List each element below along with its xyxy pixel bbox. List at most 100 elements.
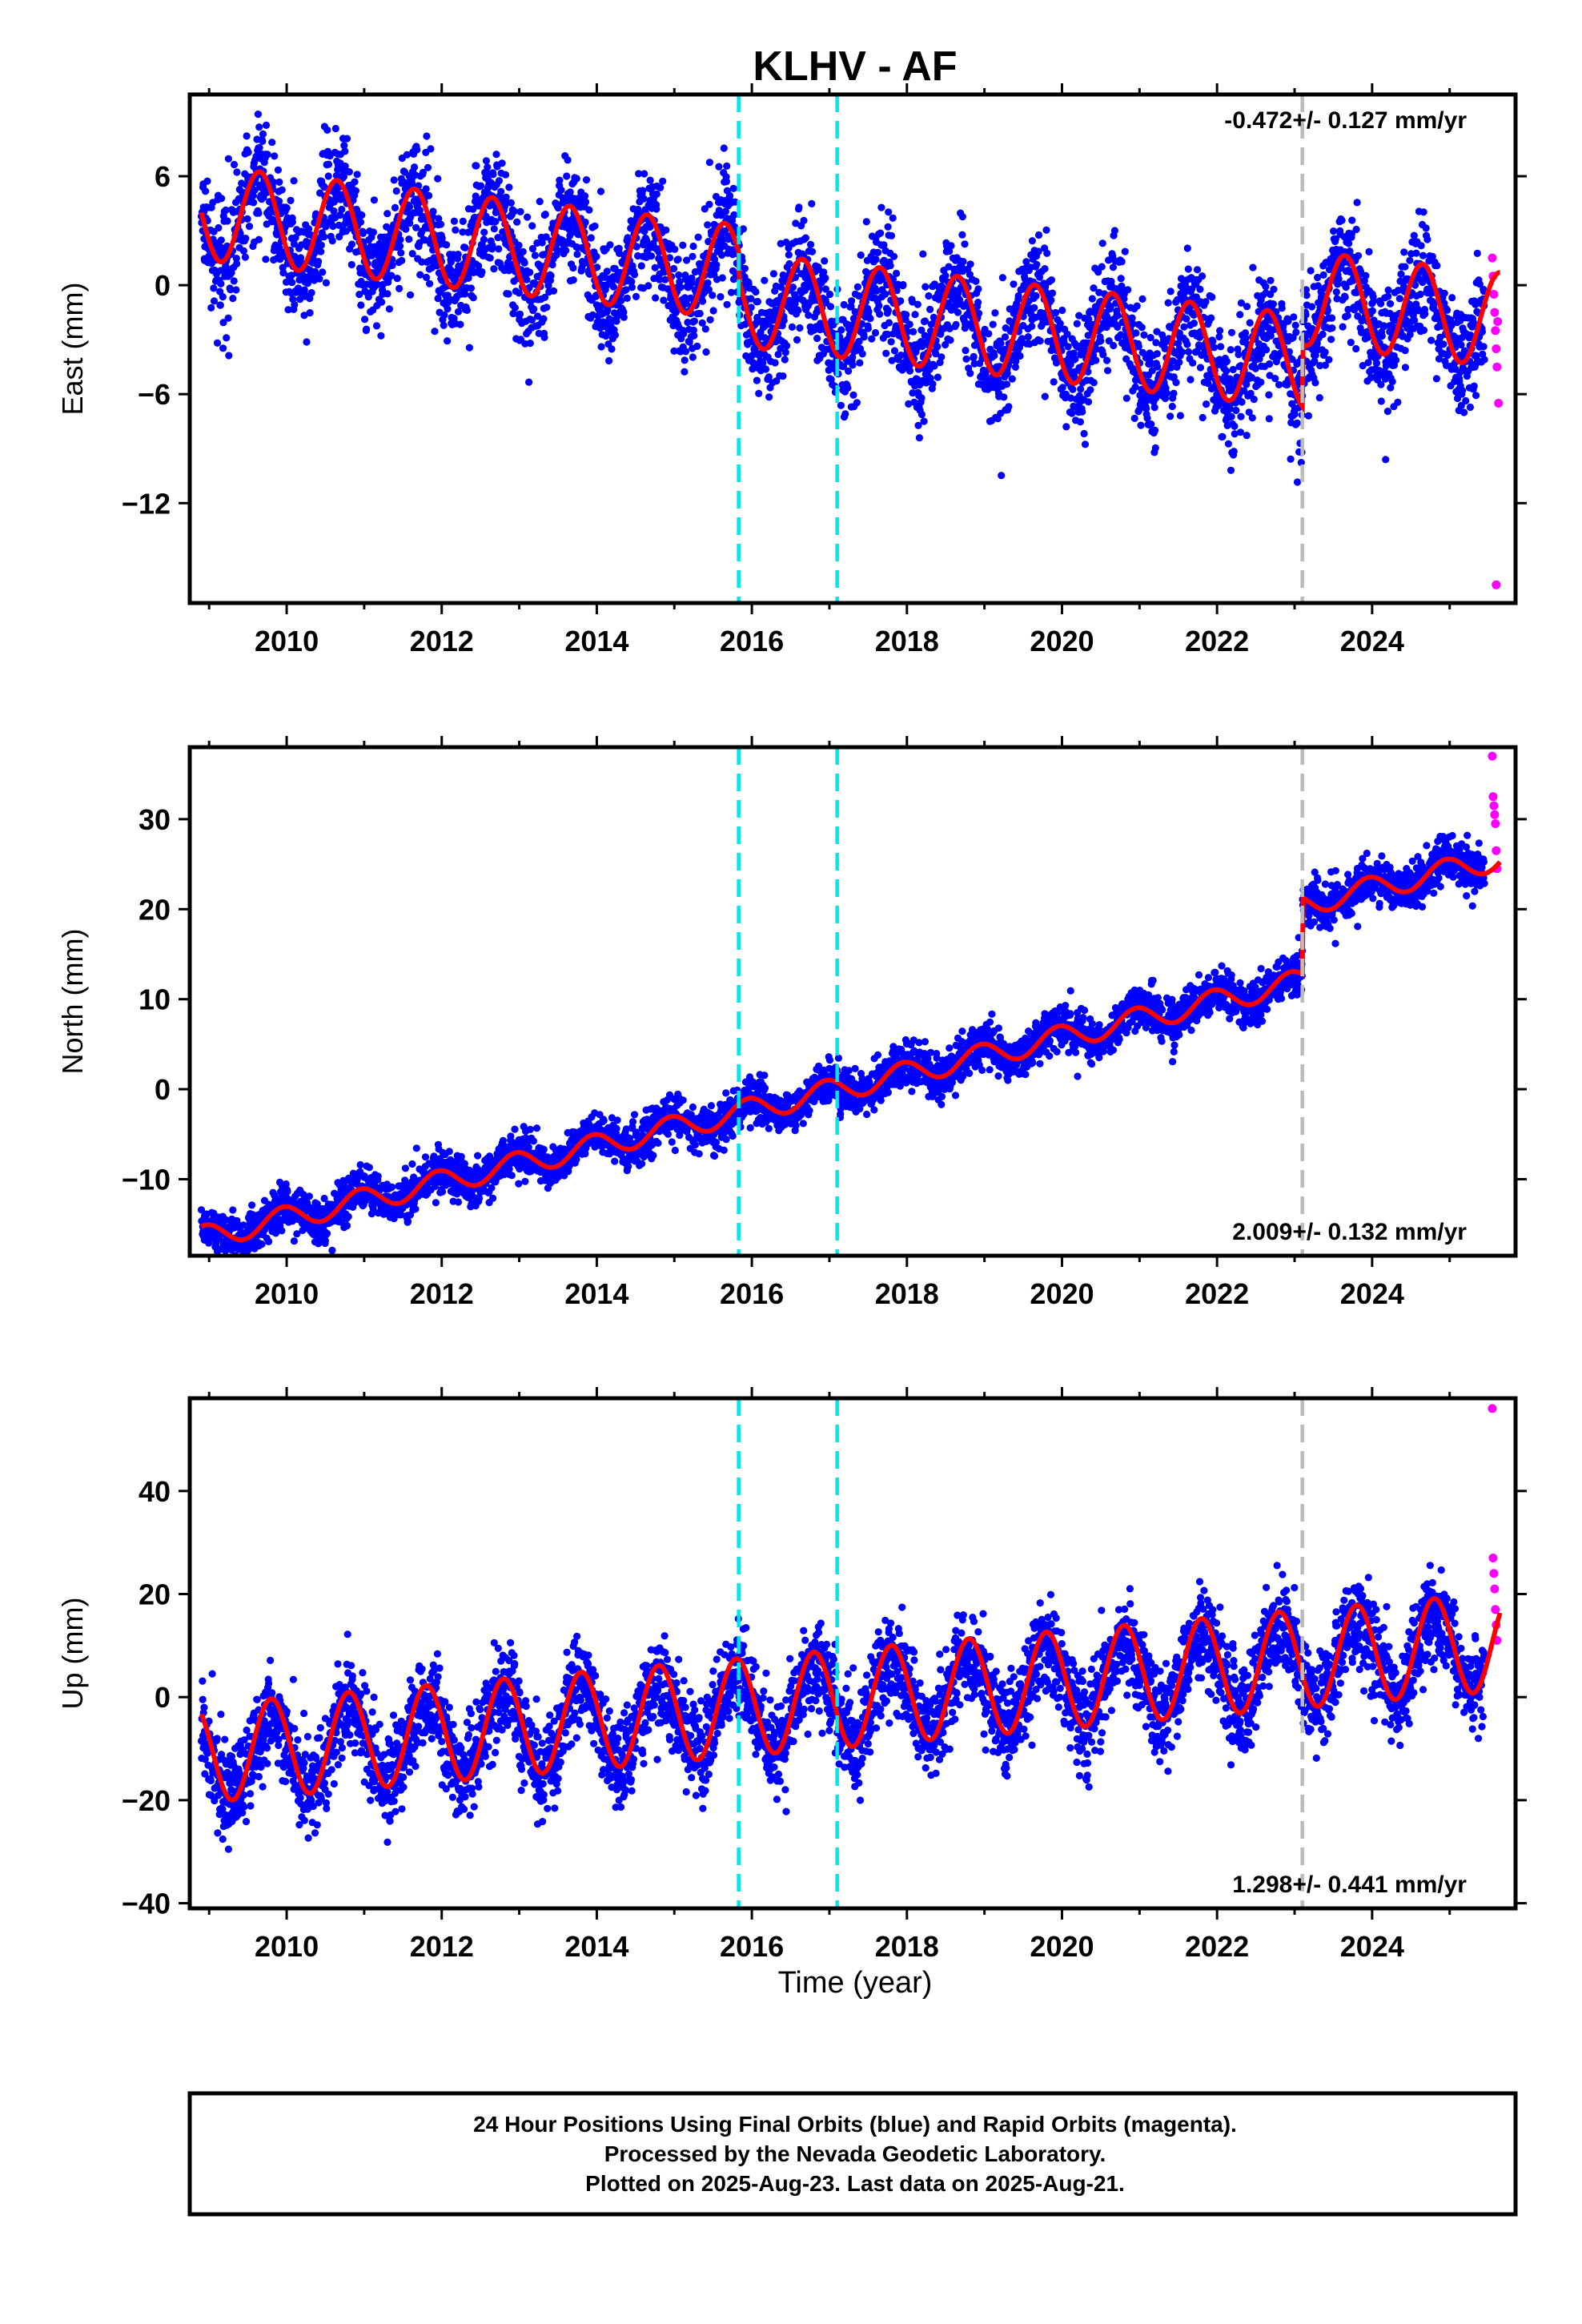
final-orbit-point bbox=[569, 263, 577, 272]
final-orbit-point bbox=[210, 297, 219, 305]
final-orbit-point bbox=[1267, 276, 1275, 284]
final-orbit-point bbox=[562, 247, 570, 255]
final-orbit-point bbox=[1024, 333, 1032, 341]
final-orbit-point bbox=[1231, 430, 1239, 438]
final-orbit-point bbox=[990, 352, 998, 360]
final-orbit-point bbox=[1209, 337, 1217, 345]
final-orbit-point bbox=[305, 225, 313, 233]
final-orbit-point bbox=[680, 330, 688, 338]
final-orbit-point bbox=[505, 183, 513, 191]
final-orbit-point bbox=[347, 260, 355, 269]
final-orbit-point bbox=[689, 252, 697, 260]
final-orbit-point bbox=[488, 241, 496, 249]
final-orbit-point bbox=[671, 245, 679, 253]
final-orbit-point bbox=[1000, 393, 1008, 401]
final-orbit-point bbox=[1150, 404, 1158, 412]
final-orbit-point bbox=[329, 222, 337, 231]
plot-frame bbox=[187, 92, 1518, 605]
final-orbit-point bbox=[1435, 355, 1443, 363]
final-orbit-point bbox=[454, 251, 462, 259]
final-orbit-point bbox=[507, 199, 515, 207]
final-orbit-point bbox=[547, 271, 555, 279]
final-orbit-point bbox=[1090, 284, 1098, 292]
final-orbit-point bbox=[502, 193, 510, 201]
final-orbit-point bbox=[632, 292, 640, 300]
final-orbit-point bbox=[728, 217, 737, 225]
final-orbit-point bbox=[1241, 329, 1250, 337]
final-orbit-point bbox=[609, 283, 618, 291]
final-orbit-point bbox=[1014, 292, 1022, 300]
final-orbit-point bbox=[385, 305, 393, 313]
final-orbit-point bbox=[611, 331, 620, 339]
y-tick-label: 0 bbox=[155, 269, 171, 302]
final-orbit-point bbox=[563, 172, 571, 180]
final-orbit-point bbox=[447, 266, 455, 274]
final-orbit-point bbox=[914, 421, 922, 429]
final-orbit-point bbox=[498, 159, 506, 167]
final-orbit-point bbox=[1190, 320, 1198, 328]
final-orbit-point bbox=[1001, 333, 1010, 341]
final-orbit-point bbox=[670, 347, 678, 355]
final-orbit-point bbox=[255, 235, 263, 243]
final-orbit-point bbox=[1247, 389, 1255, 397]
final-orbit-point bbox=[1472, 300, 1480, 308]
final-orbit-point bbox=[210, 284, 218, 292]
final-orbit-point bbox=[1243, 380, 1251, 388]
final-orbit-point bbox=[242, 235, 250, 243]
final-orbit-point bbox=[1196, 364, 1205, 372]
final-orbit-point bbox=[962, 355, 970, 363]
final-orbit-point bbox=[917, 394, 926, 402]
final-orbit-point bbox=[489, 171, 497, 179]
final-orbit-point bbox=[405, 203, 414, 211]
final-orbit-point bbox=[224, 155, 232, 163]
final-orbit-point bbox=[1246, 319, 1254, 327]
final-orbit-point bbox=[585, 206, 593, 214]
final-orbit-point bbox=[412, 223, 420, 231]
final-orbit-point bbox=[596, 187, 605, 195]
final-orbit-point bbox=[1104, 367, 1112, 375]
final-orbit-point bbox=[1335, 275, 1343, 283]
final-orbit-point bbox=[1397, 270, 1405, 278]
final-orbit-point bbox=[806, 240, 815, 248]
final-orbit-point bbox=[1003, 369, 1011, 377]
final-orbit-point bbox=[1203, 400, 1211, 408]
final-orbit-point bbox=[608, 345, 616, 353]
final-orbit-point bbox=[1043, 249, 1051, 257]
final-orbit-point bbox=[1331, 235, 1339, 243]
final-orbit-point bbox=[1034, 247, 1042, 255]
final-orbit-point bbox=[974, 285, 982, 293]
final-orbit-point bbox=[920, 417, 928, 425]
final-orbit-point bbox=[573, 250, 581, 259]
final-orbit-point bbox=[777, 344, 785, 352]
final-orbit-point bbox=[785, 251, 793, 259]
final-orbit-point bbox=[723, 162, 731, 170]
final-orbit-point bbox=[938, 353, 946, 361]
final-orbit-point bbox=[771, 359, 779, 367]
y-tick-label: 6 bbox=[155, 160, 171, 193]
final-orbit-point bbox=[934, 373, 942, 381]
final-orbit-point bbox=[293, 1230, 301, 1238]
final-orbit-point bbox=[1092, 356, 1100, 364]
final-orbit-point bbox=[884, 223, 892, 231]
final-orbit-point bbox=[702, 348, 710, 356]
final-orbit-point bbox=[1478, 328, 1486, 336]
final-orbit-point bbox=[1440, 289, 1448, 297]
final-orbit-point bbox=[656, 275, 664, 283]
final-orbit-point bbox=[821, 257, 829, 265]
final-orbit-point bbox=[472, 162, 480, 170]
final-orbit-point bbox=[972, 277, 980, 285]
final-orbit-point bbox=[849, 361, 857, 369]
final-orbit-point bbox=[1302, 286, 1310, 294]
final-orbit-point bbox=[1208, 293, 1216, 301]
final-orbit-point bbox=[1048, 289, 1057, 297]
final-orbit-point bbox=[1135, 406, 1143, 414]
final-orbit-point bbox=[1365, 247, 1373, 255]
final-orbit-point bbox=[690, 317, 699, 325]
final-orbit-point bbox=[392, 187, 400, 195]
final-orbit-point bbox=[1378, 332, 1386, 340]
final-orbit-point bbox=[662, 226, 670, 234]
final-orbit-point bbox=[1227, 346, 1235, 354]
final-orbit-point bbox=[217, 236, 225, 244]
final-orbit-point bbox=[315, 258, 323, 266]
final-orbit-point bbox=[1419, 251, 1427, 259]
